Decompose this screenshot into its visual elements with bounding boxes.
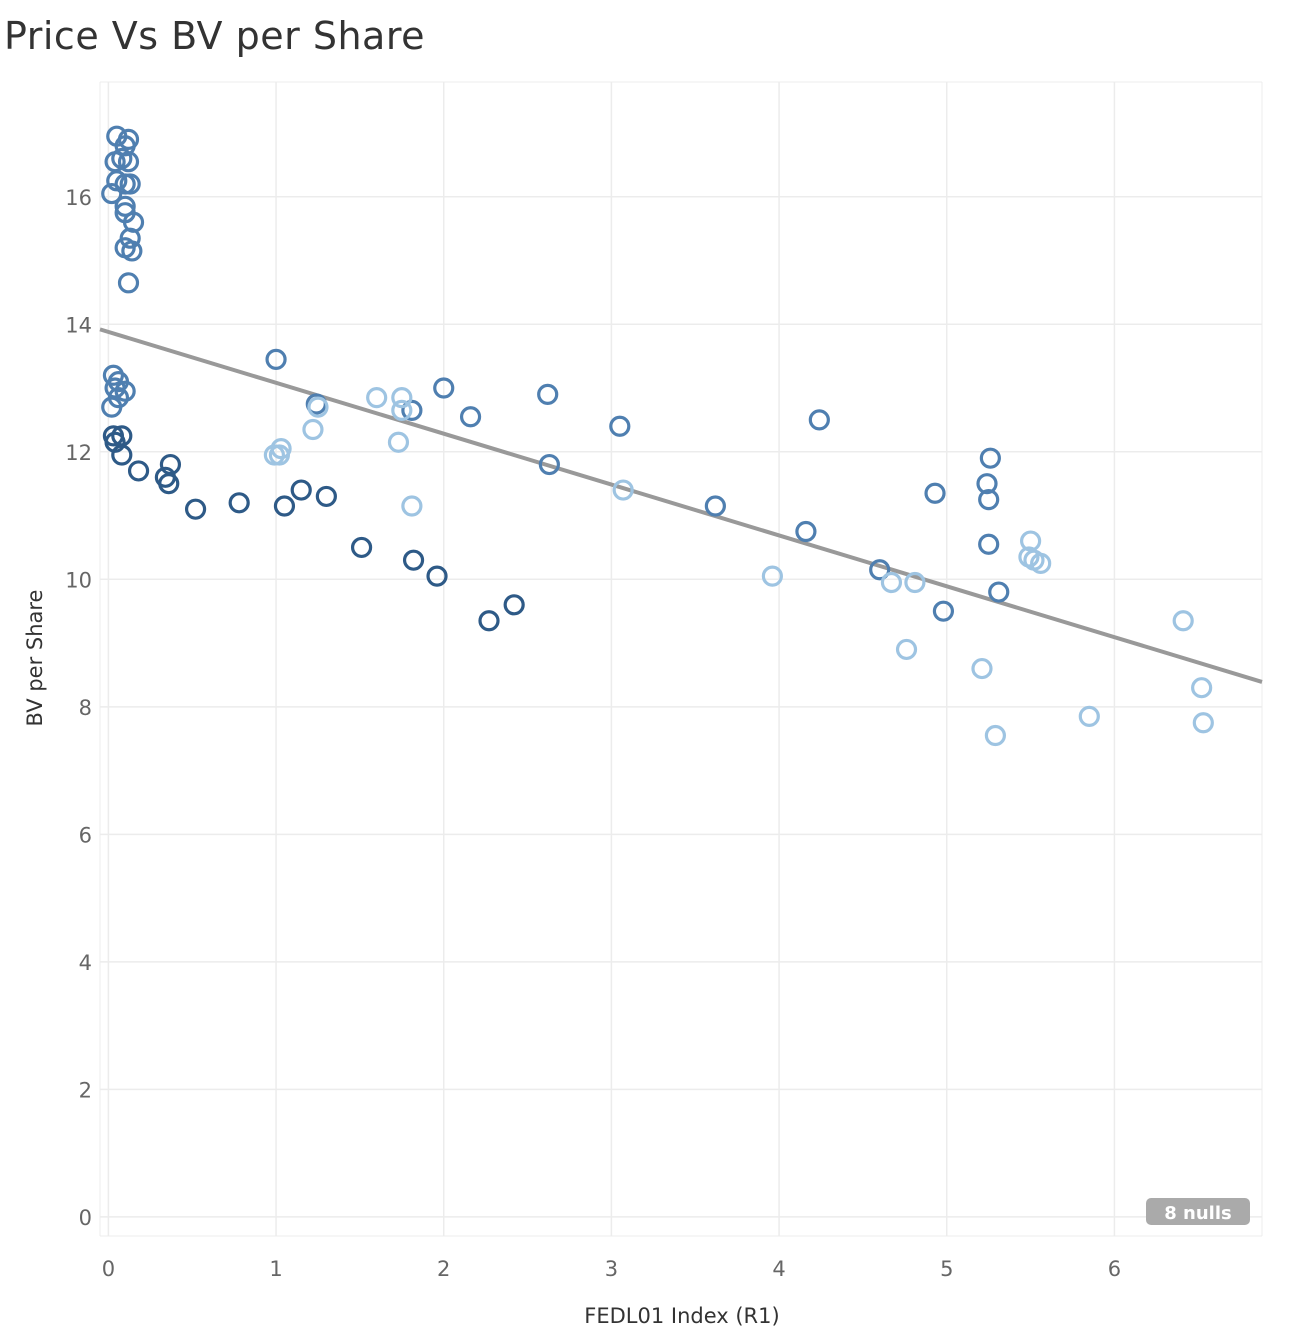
x-tick-label: 6 xyxy=(1108,1257,1121,1281)
data-point[interactable] xyxy=(290,479,312,501)
point-layer xyxy=(101,125,1214,747)
x-tick-label: 3 xyxy=(605,1257,618,1281)
data-point[interactable] xyxy=(880,571,903,594)
data-point[interactable] xyxy=(612,479,634,501)
data-point[interactable] xyxy=(265,348,287,370)
data-point[interactable] xyxy=(350,536,373,559)
x-axis-title: FEDL01 Index (R1) xyxy=(584,1304,779,1328)
data-point[interactable] xyxy=(988,581,1010,603)
data-point[interactable] xyxy=(315,485,337,508)
y-tick-label: 4 xyxy=(79,951,92,975)
data-point[interactable] xyxy=(503,594,525,616)
x-tick-label: 0 xyxy=(102,1257,115,1281)
data-point[interactable] xyxy=(114,380,136,402)
data-point[interactable] xyxy=(159,453,182,476)
data-point[interactable] xyxy=(984,724,1006,747)
data-point[interactable] xyxy=(895,638,918,661)
y-tick-label: 16 xyxy=(65,186,92,210)
nulls-badge[interactable]: 8 nulls xyxy=(1146,1198,1250,1225)
data-point[interactable] xyxy=(459,406,482,428)
data-point[interactable] xyxy=(979,447,1001,469)
y-tick-label: 2 xyxy=(79,1078,92,1102)
data-point[interactable] xyxy=(270,438,292,460)
grid-layer xyxy=(99,81,1263,1237)
data-point[interactable] xyxy=(478,610,500,632)
x-tick-label: 5 xyxy=(940,1257,953,1281)
data-point[interactable] xyxy=(307,396,329,418)
data-point[interactable] xyxy=(978,533,1000,555)
data-point[interactable] xyxy=(402,549,425,571)
data-point[interactable] xyxy=(1020,530,1042,552)
data-point[interactable] xyxy=(609,415,631,437)
nulls-badge-bg xyxy=(1146,1198,1250,1225)
data-point[interactable] xyxy=(1078,705,1100,727)
data-point[interactable] xyxy=(971,657,993,680)
data-point[interactable] xyxy=(158,473,180,495)
data-point[interactable] xyxy=(273,495,296,517)
data-point[interactable] xyxy=(704,495,726,517)
data-point[interactable] xyxy=(127,460,150,482)
data-point[interactable] xyxy=(869,559,891,581)
data-point[interactable] xyxy=(391,386,413,409)
data-point[interactable] xyxy=(117,151,140,173)
data-point[interactable] xyxy=(932,600,955,622)
data-point[interactable] xyxy=(228,492,250,514)
data-point[interactable] xyxy=(391,399,413,421)
data-point[interactable] xyxy=(114,195,136,217)
data-point[interactable] xyxy=(537,383,559,406)
data-point[interactable] xyxy=(387,431,410,453)
data-point[interactable] xyxy=(433,377,455,399)
chart-title: Price Vs BV per Share xyxy=(4,14,425,58)
trend-layer xyxy=(99,327,1263,684)
data-point[interactable] xyxy=(976,473,998,495)
data-point[interactable] xyxy=(761,565,783,587)
y-tick-label: 12 xyxy=(65,441,92,465)
data-point[interactable] xyxy=(401,399,423,421)
data-point[interactable] xyxy=(1030,552,1052,574)
nulls-badge-label: 8 nulls xyxy=(1164,1203,1231,1224)
data-point[interactable] xyxy=(904,571,926,594)
y-tick-label: 0 xyxy=(79,1206,92,1230)
y-tick-label: 8 xyxy=(79,696,92,720)
data-point[interactable] xyxy=(1192,712,1214,734)
data-point[interactable] xyxy=(121,240,143,262)
y-tick-label: 6 xyxy=(79,823,92,847)
data-point[interactable] xyxy=(1191,677,1213,699)
data-point[interactable] xyxy=(104,377,126,399)
y-tick-label: 10 xyxy=(65,568,92,592)
data-point[interactable] xyxy=(366,386,388,409)
data-point[interactable] xyxy=(808,409,830,431)
y-axis-title: BV per Share xyxy=(23,590,47,727)
x-tick-label: 1 xyxy=(269,1257,282,1281)
data-point[interactable] xyxy=(111,444,133,466)
x-tick-label: 4 xyxy=(772,1257,785,1281)
data-point[interactable] xyxy=(538,453,560,476)
data-point[interactable] xyxy=(101,182,123,205)
data-point[interactable] xyxy=(1172,610,1194,632)
y-tick-label: 14 xyxy=(65,313,92,337)
data-point[interactable] xyxy=(302,418,324,441)
data-point[interactable] xyxy=(924,482,946,504)
data-point[interactable] xyxy=(426,565,448,587)
trend-line xyxy=(99,327,1263,684)
data-point[interactable] xyxy=(101,396,123,418)
x-tick-label: 2 xyxy=(437,1257,450,1281)
data-point[interactable] xyxy=(117,272,140,294)
data-point[interactable] xyxy=(795,520,817,543)
data-point[interactable] xyxy=(119,173,141,195)
data-point[interactable] xyxy=(978,489,1000,511)
data-point[interactable] xyxy=(184,498,207,520)
data-point[interactable] xyxy=(401,495,423,517)
